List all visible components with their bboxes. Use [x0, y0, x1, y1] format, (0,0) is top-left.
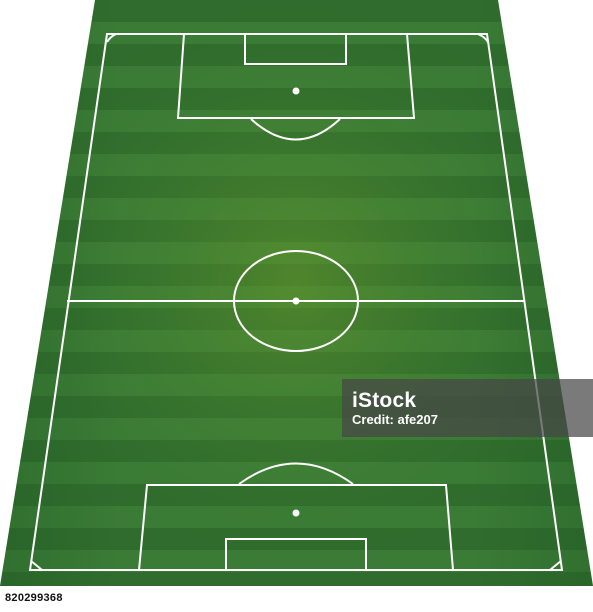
stock-image-id: 820299368 [5, 592, 63, 604]
center-circle [233, 250, 359, 352]
top-penalty-spot [292, 87, 300, 95]
bottom-goal-area [225, 538, 367, 570]
corner-arc-bottom-right [549, 560, 562, 571]
pitch-boundary-line [28, 33, 564, 571]
top-goal-area [244, 34, 347, 65]
grass-edge-shade [0, 0, 593, 586]
stock-watermark: iStock Credit: afe207 [342, 379, 593, 437]
top-penalty-area [176, 33, 416, 119]
bottom-strip [0, 586, 593, 612]
center-spot [292, 297, 300, 305]
watermark-credit: Credit: afe207 [352, 411, 438, 427]
bottom-penalty-area [138, 484, 454, 571]
bottom-penalty-arc [238, 462, 354, 485]
watermark-brand: iStock [352, 388, 417, 412]
corner-arc-top-right [477, 33, 489, 43]
corner-arc-top-left [106, 33, 117, 43]
top-penalty-arc [250, 118, 341, 141]
bottom-penalty-spot [292, 509, 300, 517]
corner-arc-bottom-left [30, 560, 43, 571]
